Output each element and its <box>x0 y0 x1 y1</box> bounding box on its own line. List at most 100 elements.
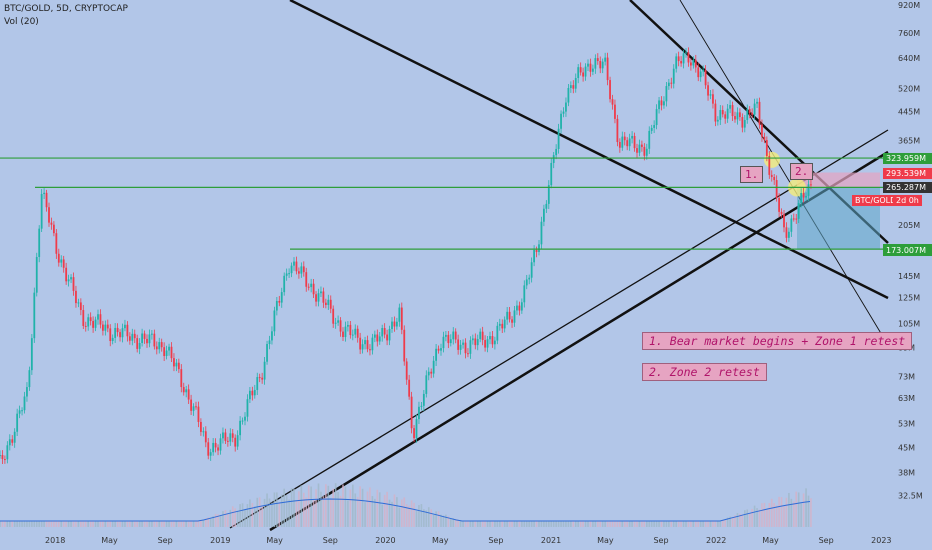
candle-body <box>138 342 141 349</box>
candle-body <box>628 138 631 147</box>
candle-body <box>356 328 359 338</box>
volume-bar <box>807 495 810 527</box>
volume-bar <box>58 521 60 527</box>
volume-bar <box>565 521 567 527</box>
volume-bar <box>312 499 315 527</box>
candle-body <box>1 455 4 460</box>
candle-body <box>457 339 460 350</box>
volume-bar <box>327 485 330 527</box>
volume-bar <box>31 521 33 527</box>
volume-bar <box>378 492 381 527</box>
candle-body <box>572 85 575 89</box>
volume-bar <box>9 521 11 527</box>
candle-body <box>518 305 521 311</box>
volume-bar <box>415 511 418 527</box>
candle-body <box>677 56 680 62</box>
volume-bar <box>528 521 530 527</box>
candle-body <box>665 86 668 102</box>
candle-body <box>719 110 722 120</box>
volume-bar <box>655 521 658 527</box>
volume-bar <box>719 520 722 527</box>
candle-body <box>535 249 538 253</box>
volume-bar <box>222 511 224 527</box>
volume-bar <box>168 521 170 527</box>
volume-bar <box>653 521 655 527</box>
volume-bar <box>182 521 185 527</box>
candle-body <box>155 346 158 350</box>
volume-bar <box>170 521 173 527</box>
volume-bar <box>288 499 290 527</box>
candle-body <box>599 61 602 69</box>
x-tick-label: May <box>101 536 118 545</box>
volume-bar <box>454 519 457 527</box>
candle-body <box>413 428 415 439</box>
volume-bar <box>511 521 513 527</box>
volume-bar <box>609 521 611 527</box>
volume-bar <box>476 521 479 527</box>
volume-bar <box>481 521 484 527</box>
candle-body <box>437 348 440 351</box>
candle-body <box>99 314 102 325</box>
y-tick-label: 45M <box>898 444 915 453</box>
candle-body <box>94 319 97 328</box>
volume-bar <box>628 521 631 527</box>
volume-bar <box>80 521 82 527</box>
volume-bar <box>690 521 692 527</box>
candle-body <box>805 195 807 198</box>
candle-body <box>621 136 624 148</box>
candle-body <box>687 52 690 63</box>
volume-bar <box>329 499 332 527</box>
candle-body <box>716 119 719 122</box>
candle-body <box>268 340 271 345</box>
candle-body <box>525 279 528 286</box>
candle-body <box>780 211 783 215</box>
candle-body <box>550 162 553 186</box>
series-name-tag: BTC/GOLD <box>852 195 900 206</box>
volume-bar <box>445 514 447 527</box>
volume-bar <box>758 509 761 527</box>
candle-body <box>131 333 134 341</box>
volume-bar <box>599 521 602 527</box>
volume-bar <box>572 521 575 527</box>
volume-bar <box>356 496 359 527</box>
x-tick-label: 2019 <box>210 536 230 545</box>
candle-body <box>121 328 124 338</box>
price-tag: 173.007M <box>883 245 932 257</box>
volume-bar <box>26 521 28 527</box>
candle-body <box>251 390 254 396</box>
zone1-retest-marker <box>764 151 780 168</box>
x-tick-label: May <box>432 536 449 545</box>
candle-body <box>300 266 303 274</box>
candle-body <box>4 459 6 461</box>
candle-body <box>763 136 766 141</box>
candle-body <box>648 130 651 149</box>
candle-body <box>788 231 790 238</box>
volume-bar <box>489 521 491 527</box>
volume-bar <box>87 521 89 527</box>
volume-indicator-label[interactable]: Vol (20) <box>4 17 39 27</box>
candle-body <box>494 340 496 345</box>
candle-body <box>89 317 92 322</box>
volume-bar <box>320 491 322 527</box>
volume-bar <box>768 503 771 527</box>
volume-bar <box>650 521 653 527</box>
candle-body <box>33 292 36 339</box>
volume-bar <box>315 489 317 527</box>
volume-bar <box>381 504 383 527</box>
volume-bar <box>337 491 339 527</box>
volume-bar <box>770 498 773 527</box>
candle-body <box>173 358 175 367</box>
volume-bar <box>611 521 614 527</box>
candle-body <box>724 114 727 119</box>
candle-body <box>82 310 85 326</box>
candle-body <box>23 396 26 411</box>
volume-bar <box>459 521 462 527</box>
volume-bar <box>65 521 67 527</box>
candle-body <box>344 326 347 338</box>
candle-body <box>295 261 298 272</box>
candle-body <box>589 63 592 72</box>
volume-bar <box>631 521 633 527</box>
zone2-label: 2. <box>790 163 814 180</box>
volume-bar <box>143 521 146 527</box>
candle-body <box>261 377 264 380</box>
